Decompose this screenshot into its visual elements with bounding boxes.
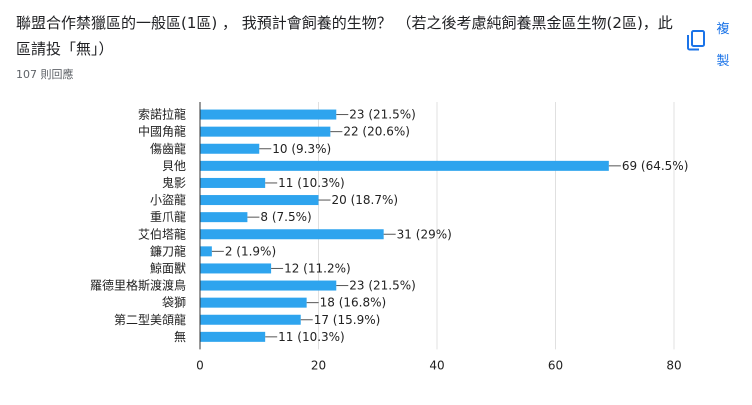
data-label: 18 (16.8%) (320, 296, 387, 310)
category-label: 中國角龍 (138, 124, 186, 139)
category-label: 鐮刀龍 (150, 243, 186, 258)
x-tick-label: 80 (666, 358, 681, 372)
bar (200, 126, 331, 137)
bar (200, 229, 384, 240)
x-tick-label: 60 (548, 358, 563, 372)
category-label: 無 (174, 329, 186, 344)
bar (200, 297, 307, 308)
category-label: 重爪龍 (150, 209, 186, 224)
category-label: 傷齒龍 (150, 141, 186, 156)
bar-chart: 0 20 40 60 80 索諾拉龍 23 (21.5%) 中國角龍 22 (20.6%) 傷齒龍… (90, 102, 689, 372)
data-label: 23 (21.5%) (349, 108, 416, 122)
category-label: 索諾拉龍 (138, 107, 186, 122)
data-label: 17 (15.9%) (314, 313, 381, 327)
bar (200, 246, 212, 257)
response-count: 107 則回應 (16, 68, 74, 81)
bar (200, 195, 319, 206)
copy-icon (687, 30, 705, 51)
data-label: 10 (9.3%) (272, 142, 331, 156)
copy-label: 複製 (716, 22, 730, 69)
data-label: 11 (10.3%) (278, 330, 345, 344)
bar (200, 263, 272, 274)
bar (200, 160, 609, 171)
question-title: 聯盟合作禁獵區的一般區(1區) ， 我預計會飼養的生物？ （若之後考慮純飼養黑金… (16, 14, 673, 58)
category-label: 貝他 (162, 159, 186, 173)
bar (200, 212, 248, 223)
data-label: 20 (18.7%) (332, 193, 399, 207)
data-label: 69 (64.5%) (622, 159, 689, 173)
category-label: 袋獅 (162, 296, 186, 310)
data-label: 11 (10.3%) (278, 176, 345, 190)
x-tick-label: 40 (429, 358, 444, 372)
bar (200, 331, 266, 342)
x-tick-label: 20 (311, 358, 326, 372)
data-label: 22 (20.6%) (343, 125, 410, 139)
bar (200, 143, 260, 154)
category-label: 鬼影 (162, 175, 186, 190)
x-tick-label: 0 (196, 358, 204, 372)
category-label: 鯨面獸 (150, 260, 186, 275)
category-label: 羅德里格斯渡渡鳥 (90, 278, 186, 293)
data-label: 23 (21.5%) (349, 279, 416, 293)
category-label: 小盜龍 (150, 192, 186, 207)
copy-button[interactable]: 複製 (680, 10, 740, 70)
category-label: 艾伯塔龍 (138, 226, 186, 241)
bar (200, 177, 266, 188)
data-label: 12 (11.2%) (284, 261, 351, 275)
data-label: 31 (29%) (397, 227, 452, 241)
data-label: 8 (7.5%) (260, 210, 311, 224)
data-label: 2 (1.9%) (225, 244, 276, 258)
bar (200, 314, 301, 325)
bar (200, 109, 337, 120)
category-label: 第二型美頜龍 (114, 312, 186, 327)
bar (200, 280, 337, 291)
